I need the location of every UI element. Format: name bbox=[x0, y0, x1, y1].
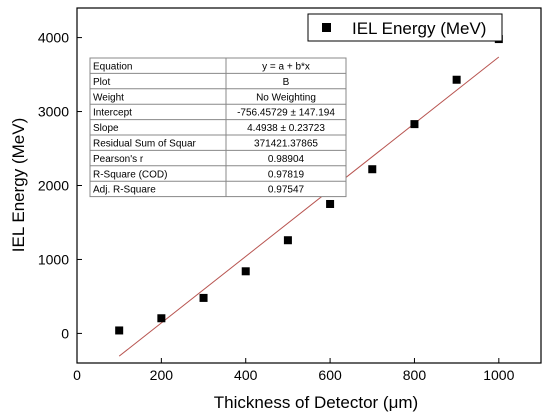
fit-table-key: Adj. R-Square bbox=[93, 185, 156, 196]
legend-marker bbox=[322, 23, 331, 32]
data-point bbox=[157, 314, 166, 323]
x-tick-label: 600 bbox=[318, 367, 342, 383]
fit-table-key: Intercept bbox=[93, 108, 132, 119]
data-point bbox=[283, 236, 292, 245]
y-axis-title: IEL Energy (MeV) bbox=[9, 118, 28, 252]
x-tick-label: 200 bbox=[150, 367, 174, 383]
fit-table-key: Residual Sum of Squar bbox=[93, 139, 197, 150]
data-point bbox=[115, 326, 124, 335]
x-axis-title: Thickness of Detector (μm) bbox=[214, 393, 418, 412]
y-tick-label: 0 bbox=[61, 325, 69, 341]
fit-table-key: Slope bbox=[93, 123, 119, 134]
fit-table-value: No Weighting bbox=[256, 92, 316, 103]
x-tick-label: 400 bbox=[234, 367, 258, 383]
fit-table-value: 371421.37865 bbox=[254, 139, 318, 150]
fit-table-key: Weight bbox=[93, 92, 124, 103]
y-tick-label: 2000 bbox=[38, 178, 69, 194]
fit-line bbox=[118, 56, 500, 357]
fit-table-key: Equation bbox=[93, 62, 132, 73]
x-tick-label: 1000 bbox=[483, 367, 514, 383]
fit-table-key: R-Square (COD) bbox=[93, 169, 167, 180]
x-tick-label: 0 bbox=[73, 367, 81, 383]
y-tick-label: 4000 bbox=[38, 30, 69, 46]
fit-table-key: Plot bbox=[93, 77, 110, 88]
fit-table-value: 0.98904 bbox=[268, 154, 305, 165]
legend-label: IEL Energy (MeV) bbox=[352, 19, 486, 38]
data-point bbox=[199, 293, 208, 302]
legend-box bbox=[307, 13, 503, 42]
fit-table-frame bbox=[89, 57, 347, 198]
fit-table-value: 4.4938 ± 0.23723 bbox=[247, 123, 325, 134]
x-tick-label: 800 bbox=[403, 367, 427, 383]
y-tick-label: 1000 bbox=[38, 251, 69, 267]
data-point bbox=[368, 165, 377, 174]
fit-table-key: Pearson's r bbox=[93, 154, 144, 165]
fit-table-value: 0.97819 bbox=[268, 169, 305, 180]
fit-table-value: y = a + b*x bbox=[262, 62, 310, 73]
fit-table-value: B bbox=[283, 77, 290, 88]
fit-table-value: -756.45729 ± 147.194 bbox=[237, 108, 335, 119]
fit-table-value: 0.97547 bbox=[268, 185, 305, 196]
data-point bbox=[410, 120, 419, 129]
data-point bbox=[326, 199, 335, 208]
data-point bbox=[452, 75, 461, 84]
data-point bbox=[241, 267, 250, 276]
y-tick-label: 3000 bbox=[38, 104, 69, 120]
